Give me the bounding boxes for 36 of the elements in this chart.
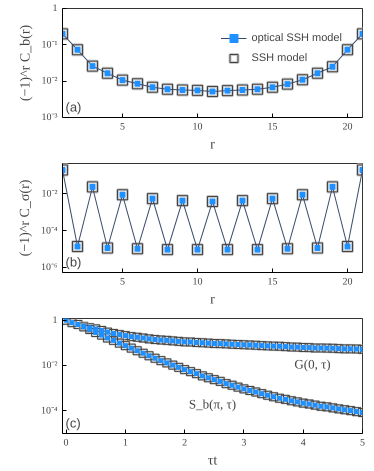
x-tick-label: 2 [182, 438, 188, 448]
x-axis-title: r [210, 138, 216, 152]
x-tick-label: 20 [342, 122, 352, 132]
x-tick-label: 5 [360, 438, 365, 448]
y-tick-label: 10⁻² [42, 188, 58, 200]
x-tick-label: 5 [120, 122, 125, 132]
annotation: (b) [66, 254, 82, 270]
legend-label: optical SSH model [252, 32, 342, 44]
y-tick-label: 10⁻² [42, 76, 58, 87]
x-tick-label: 10 [192, 122, 202, 132]
x-tick-label: 10 [192, 276, 202, 288]
y-axis-title: (−1)^r C_σ(r) [18, 179, 34, 256]
annotation: G(0, τ) [294, 356, 331, 372]
x-tick-label: 4 [300, 438, 306, 448]
x-tick-label: 15 [268, 122, 278, 132]
y-tick-label: 10⁻² [42, 360, 58, 372]
x-tick-label: 20 [342, 276, 352, 288]
x-tick-label: 1 [122, 438, 128, 448]
y-tick-label: 1 [52, 3, 58, 14]
y-tick-label: 1 [52, 314, 58, 326]
x-tick-label: 0 [64, 438, 69, 448]
x-tick-label: 3 [241, 438, 246, 448]
y-tick-label: 10⁻³ [42, 112, 58, 123]
y-tick-label: 10⁻⁴ [41, 225, 58, 236]
annotation: (a) [66, 100, 82, 114]
x-axis-title: τt [208, 454, 218, 468]
x-tick-label: 5 [120, 276, 125, 288]
annotation: S_b(π, τ) [188, 396, 236, 412]
y-tick-label: 10⁻⁴ [41, 405, 58, 416]
y-tick-label: 10⁻¹ [42, 39, 58, 50]
y-tick-label: 10⁻⁶ [41, 262, 58, 274]
legend-label: SSH model [252, 52, 308, 64]
annotation: (c) [66, 416, 81, 430]
y-axis-title: (−1)^r C_b(r) [18, 24, 34, 102]
x-axis-title: r [210, 292, 216, 308]
x-tick-label: 15 [268, 276, 278, 288]
